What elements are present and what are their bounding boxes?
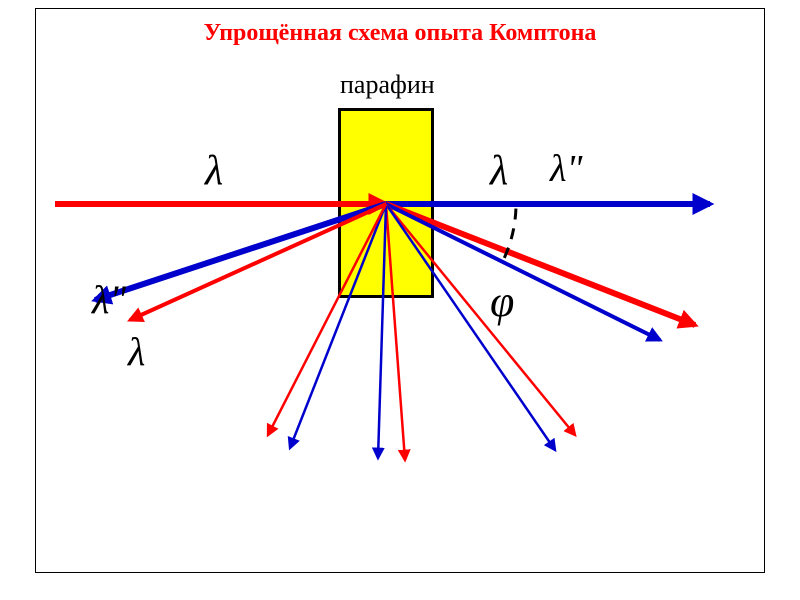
scatter-bd2-red xyxy=(386,204,405,460)
lambda-prime-right: λ" xyxy=(550,150,582,188)
lambda-left: λ xyxy=(205,150,223,192)
scatter-dr-red xyxy=(386,204,695,325)
diagram-canvas: Упрощённая схема опыта Комптона парафин … xyxy=(0,0,800,600)
scatter-bd2-blue xyxy=(378,204,386,458)
phi: φ xyxy=(490,280,514,324)
scatter-bd1-blue xyxy=(386,204,555,450)
scatter-bl-blue xyxy=(95,204,386,300)
lambda-lower-left: λ xyxy=(128,332,145,372)
lambda-right: λ xyxy=(490,150,508,192)
lambda-prime-left: λ" xyxy=(92,280,126,320)
scatter-dr-blue xyxy=(386,204,660,340)
